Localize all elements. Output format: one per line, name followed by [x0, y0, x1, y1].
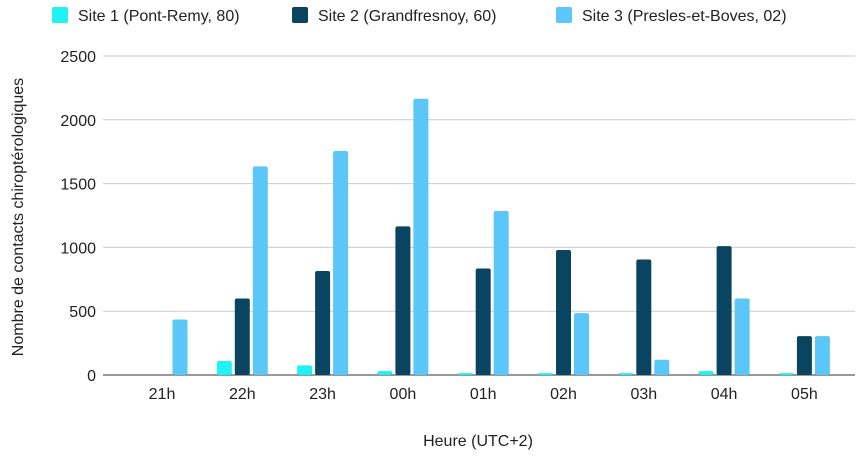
bar-2-04h [716, 246, 732, 375]
x-tick-label: 02h [550, 386, 577, 403]
bar-1-23h [297, 365, 313, 375]
y-tick-label: 1000 [60, 240, 96, 257]
x-axis-tick-labels: 21h 22h 23h 00h 01h 02h 03h 04h 05h [149, 386, 818, 403]
bar-1-00h [377, 371, 393, 375]
bar-3-23h [333, 151, 349, 375]
y-tick-label: 500 [69, 304, 96, 321]
bar-2-01h [475, 268, 491, 375]
bar-2-03h [636, 259, 652, 375]
bar-3-22h [252, 166, 268, 375]
legend-label: Site 3 (Presles-et-Boves, 02) [582, 8, 787, 25]
legend-swatch [52, 7, 68, 23]
legend-swatch [292, 7, 308, 23]
x-tick-label: 00h [390, 386, 417, 403]
bar-3-02h [574, 313, 589, 375]
x-tick-label: 04h [711, 386, 738, 403]
x-tick-label: 03h [630, 386, 657, 403]
y-axis-tick-labels: 0 500 1000 1500 2000 2500 [60, 49, 96, 385]
y-tick-label: 2500 [60, 49, 96, 66]
bar-3-00h [413, 98, 429, 375]
y-tick-label: 0 [87, 368, 96, 385]
x-tick-label: 21h [149, 386, 176, 403]
y-tick-label: 1500 [60, 177, 96, 194]
bar-3-01h [493, 211, 509, 375]
y-axis-label: Nombre de contacts chiroptérologiques [10, 78, 27, 356]
bar-1-04h [698, 371, 714, 375]
bar-2-22h [234, 298, 250, 375]
legend-swatch [556, 7, 572, 23]
bar-1-02h [538, 373, 553, 375]
x-tick-label: 22h [229, 386, 256, 403]
legend: Site 1 (Pont-Remy, 80) Site 2 (Grandfresn… [52, 7, 787, 25]
bar-1-05h [778, 373, 794, 375]
legend-label: Site 2 (Grandfresnoy, 60) [318, 8, 496, 25]
x-tick-label: 23h [309, 386, 336, 403]
gridlines [103, 55, 855, 376]
x-tick-label: 01h [470, 386, 497, 403]
bar-3-05h [814, 336, 830, 375]
bars [172, 98, 830, 375]
bar-2-00h [395, 226, 411, 375]
legend-label: Site 1 (Pont-Remy, 80) [78, 8, 240, 25]
x-tick-label: 05h [791, 386, 818, 403]
bar-1-22h [216, 360, 232, 375]
bar-1-03h [618, 373, 634, 375]
bar-2-02h [556, 249, 571, 375]
y-tick-label: 2000 [60, 113, 96, 130]
bar-2-23h [315, 271, 331, 375]
x-axis-label: Heure (UTC+2) [423, 433, 533, 450]
bar-3-04h [734, 298, 750, 375]
bar-3-03h [654, 359, 670, 375]
bar-1-01h [457, 373, 473, 375]
bar-2-05h [796, 336, 812, 375]
bar-3-21h [172, 319, 188, 375]
